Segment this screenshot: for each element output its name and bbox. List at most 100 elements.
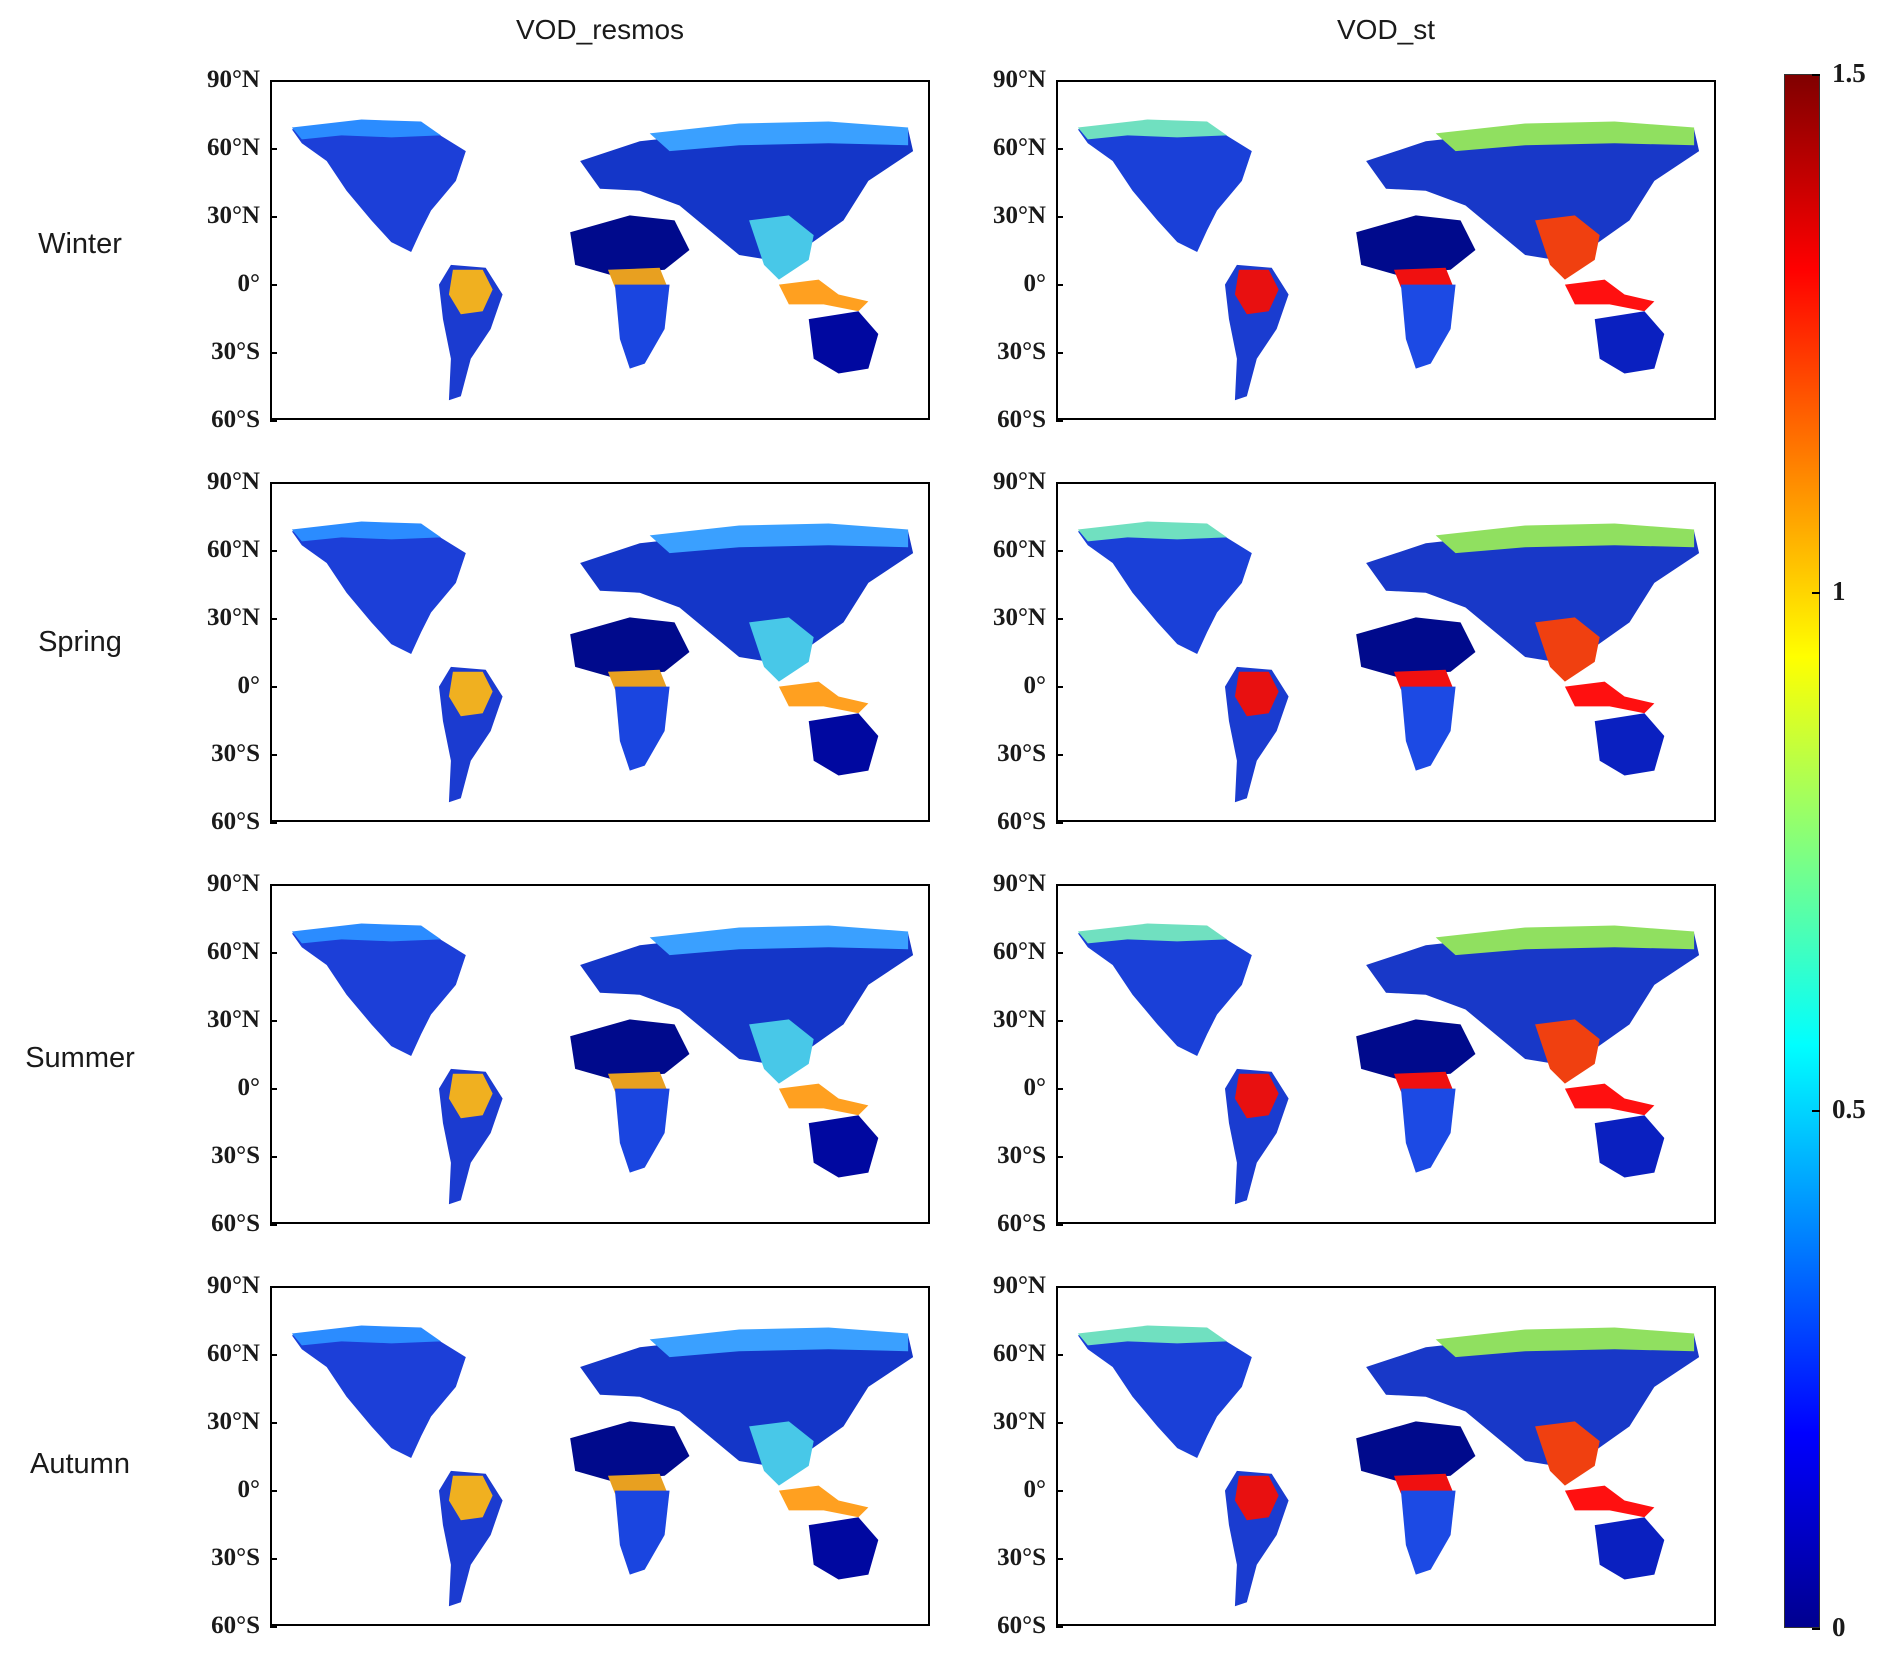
- latitude-tick: [1056, 1156, 1063, 1158]
- latitude-tick: [1056, 550, 1063, 552]
- region-eurasia: [1366, 531, 1700, 662]
- region-amazon: [1234, 671, 1279, 717]
- latitude-tick: [1056, 1088, 1063, 1090]
- latitude-tick-label: 90°N: [992, 870, 1046, 897]
- latitude-tick-label: 90°N: [992, 1272, 1046, 1299]
- latitude-tick-label: 60°N: [992, 938, 1046, 965]
- latitude-tick: [1056, 1422, 1063, 1424]
- latitude-tick-label: 30°N: [992, 1408, 1046, 1435]
- latitude-tick: [270, 1558, 277, 1560]
- latitude-tick: [1056, 822, 1063, 824]
- region-siberia: [649, 121, 909, 152]
- region-arctic-rim: [1077, 521, 1227, 542]
- latitude-tick-label: 90°N: [992, 468, 1046, 495]
- latitude-tick: [270, 80, 277, 82]
- latitude-tick-label: 60°S: [997, 808, 1046, 835]
- region-indonesia: [1564, 279, 1655, 312]
- latitude-tick-label: 90°N: [206, 1272, 260, 1299]
- latitude-tick: [270, 1490, 277, 1492]
- latitude-tick: [270, 550, 277, 552]
- latitude-tick-label: 30°S: [211, 1544, 260, 1571]
- latitude-tick-label: 0°: [1023, 270, 1047, 297]
- latitude-tick: [270, 1286, 277, 1288]
- latitude-tick-label: 60°N: [206, 134, 260, 161]
- latitude-tick-label: 60°N: [992, 1340, 1046, 1367]
- latitude-tick: [1056, 482, 1063, 484]
- region-eurasia: [580, 531, 914, 662]
- latitude-tick: [270, 148, 277, 150]
- latitude-tick-label: 30°S: [997, 740, 1046, 767]
- latitude-tick-label: 30°N: [206, 1408, 260, 1435]
- region-siberia: [1435, 925, 1695, 956]
- latitude-tick-label: 60°N: [206, 536, 260, 563]
- colorbar-tick: [1812, 1110, 1820, 1112]
- row-label-autumn: Autumn: [30, 1448, 130, 1480]
- latitude-tick-label: 30°S: [997, 1142, 1046, 1169]
- colorbar: [1784, 74, 1820, 1628]
- region-indonesia: [778, 279, 869, 312]
- region-indonesia: [778, 1485, 869, 1518]
- latitude-tick: [270, 1626, 277, 1628]
- latitude-tick-label: 30°S: [211, 338, 260, 365]
- latitude-tick: [1056, 216, 1063, 218]
- region-eurasia: [580, 1335, 914, 1466]
- region-sahara: [570, 1019, 690, 1079]
- region-sahara: [570, 1421, 690, 1481]
- region-north-america: [291, 1327, 466, 1458]
- latitude-tick-label: 0°: [1023, 1476, 1047, 1503]
- latitude-tick: [1056, 80, 1063, 82]
- latitude-tick-label: 60°S: [211, 1210, 260, 1237]
- latitude-tick-label: 60°N: [992, 134, 1046, 161]
- region-amazon: [448, 1073, 493, 1119]
- latitude-tick: [270, 822, 277, 824]
- latitude-tick-label: 30°S: [211, 1142, 260, 1169]
- vod-map: [1077, 119, 1700, 401]
- region-australia: [808, 1517, 879, 1580]
- latitude-tick-label: 60°N: [206, 1340, 260, 1367]
- latitude-tick-label: 60°S: [211, 1612, 260, 1639]
- region-siberia: [649, 523, 909, 554]
- region-north-america: [1077, 523, 1252, 654]
- region-amazon: [448, 671, 493, 717]
- latitude-tick: [270, 1020, 277, 1022]
- region-south-africa: [1400, 1088, 1456, 1173]
- region-north-america: [1077, 121, 1252, 252]
- latitude-tick: [270, 952, 277, 954]
- region-australia: [808, 311, 879, 374]
- latitude-tick: [1056, 1354, 1063, 1356]
- vod-map: [291, 521, 914, 803]
- vod-map: [291, 1325, 914, 1607]
- latitude-tick: [270, 1224, 277, 1226]
- latitude-tick-label: 60°S: [211, 808, 260, 835]
- region-eurasia: [580, 129, 914, 260]
- region-south-africa: [614, 686, 670, 771]
- latitude-tick: [270, 482, 277, 484]
- region-north-america: [291, 523, 466, 654]
- latitude-tick: [270, 618, 277, 620]
- region-se-asia: [1535, 1019, 1600, 1084]
- map-panel-st-winter: [1056, 80, 1716, 420]
- colorbar-tick-label: 0: [1832, 1612, 1846, 1642]
- latitude-tick-label: 30°N: [206, 202, 260, 229]
- region-australia: [1594, 1115, 1665, 1178]
- map-panel-resmos-winter: [270, 80, 930, 420]
- latitude-tick-label: 0°: [237, 270, 261, 297]
- latitude-tick-label: 60°S: [997, 1612, 1046, 1639]
- latitude-tick-label: 30°N: [206, 1006, 260, 1033]
- region-south-africa: [614, 1490, 670, 1575]
- region-arctic-rim: [1077, 119, 1227, 140]
- latitude-tick-label: 90°N: [206, 870, 260, 897]
- region-sahara: [1356, 215, 1476, 275]
- region-arctic-rim: [291, 119, 441, 140]
- region-se-asia: [1535, 1421, 1600, 1486]
- row-label-summer: Summer: [25, 1042, 135, 1074]
- row-label-winter: Winter: [38, 228, 122, 260]
- map-panel-resmos-spring: [270, 482, 930, 822]
- column-title-resmos: VOD_resmos: [515, 14, 685, 45]
- map-panel-st-spring: [1056, 482, 1716, 822]
- latitude-tick-label: 60°N: [206, 938, 260, 965]
- latitude-tick: [270, 754, 277, 756]
- latitude-tick: [270, 1088, 277, 1090]
- region-sahara: [570, 617, 690, 677]
- region-indonesia: [778, 681, 869, 714]
